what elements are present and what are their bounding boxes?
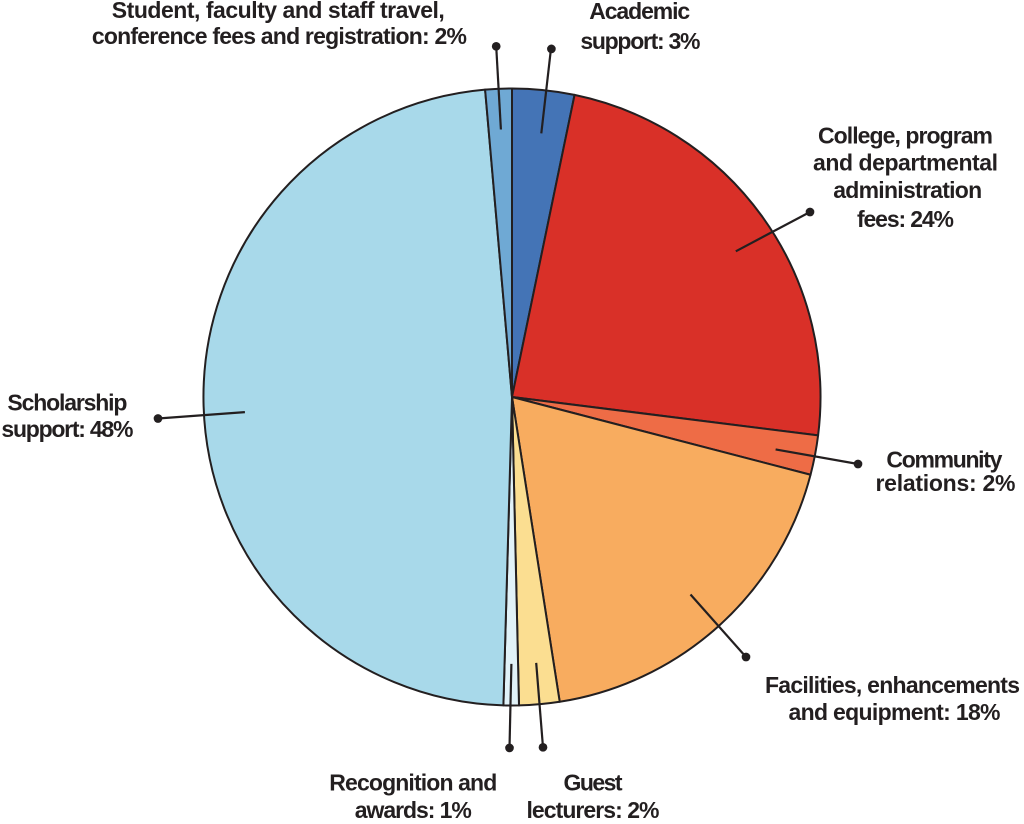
svg-text:lecturers: 2%: lecturers: 2% — [527, 797, 660, 823]
svg-text:and equipment: 18%: and equipment: 18% — [789, 699, 1001, 725]
svg-text:Student, faculty and staff tra: Student, faculty and staff travel, — [112, 0, 445, 23]
svg-text:Community: Community — [886, 447, 1002, 473]
svg-text:conference fees and registrati: conference fees and registration: 2% — [92, 23, 467, 49]
svg-text:administration: administration — [833, 177, 982, 203]
svg-text:relations: 2%: relations: 2% — [876, 470, 1016, 496]
svg-text:Recognition and: Recognition and — [329, 770, 497, 796]
svg-text:College, program: College, program — [818, 122, 993, 148]
svg-text:Guest: Guest — [564, 770, 623, 796]
svg-text:Scholarship: Scholarship — [7, 390, 127, 416]
svg-text:fees: 24%: fees: 24% — [857, 206, 954, 232]
svg-text:support: 48%: support: 48% — [1, 416, 133, 442]
svg-text:Academic: Academic — [589, 0, 690, 24]
svg-text:and departmental: and departmental — [813, 150, 998, 176]
svg-text:awards: 1%: awards: 1% — [355, 797, 472, 823]
svg-text:Facilities, enhancements: Facilities, enhancements — [765, 672, 1020, 698]
svg-text:support: 3%: support: 3% — [580, 28, 700, 54]
